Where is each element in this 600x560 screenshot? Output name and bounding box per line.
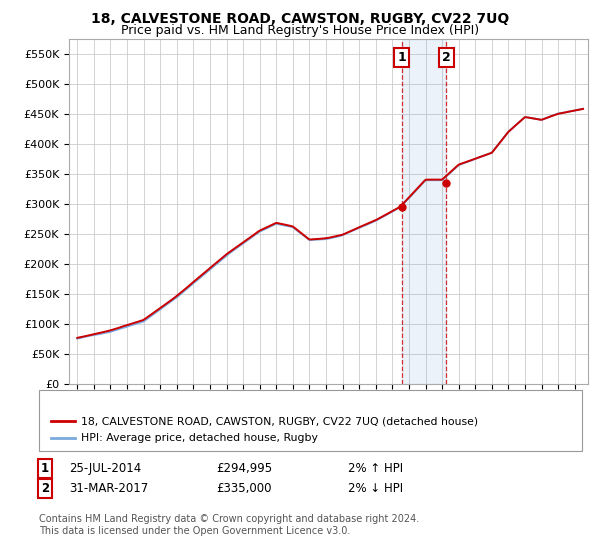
Bar bbox=[402, 39, 446, 384]
Text: 18, CALVESTONE ROAD, CAWSTON, RUGBY, CV22 7UQ: 18, CALVESTONE ROAD, CAWSTON, RUGBY, CV2… bbox=[91, 12, 509, 26]
Text: 2: 2 bbox=[41, 482, 49, 495]
Text: 2: 2 bbox=[442, 50, 451, 64]
Text: Price paid vs. HM Land Registry's House Price Index (HPI): Price paid vs. HM Land Registry's House … bbox=[121, 24, 479, 36]
Text: HPI: Average price, detached house, Rugby: HPI: Average price, detached house, Rugb… bbox=[81, 433, 318, 443]
Text: 31-MAR-2017: 31-MAR-2017 bbox=[69, 482, 148, 495]
Text: 2% ↑ HPI: 2% ↑ HPI bbox=[348, 462, 403, 475]
Text: 18, CALVESTONE ROAD, CAWSTON, RUGBY, CV22 7UQ (detached house): 18, CALVESTONE ROAD, CAWSTON, RUGBY, CV2… bbox=[81, 416, 478, 426]
Text: 2% ↓ HPI: 2% ↓ HPI bbox=[348, 482, 403, 495]
Text: 25-JUL-2014: 25-JUL-2014 bbox=[69, 462, 141, 475]
Text: £335,000: £335,000 bbox=[216, 482, 271, 495]
Text: 1: 1 bbox=[41, 462, 49, 475]
Text: 1: 1 bbox=[397, 50, 406, 64]
Text: Contains HM Land Registry data © Crown copyright and database right 2024.
This d: Contains HM Land Registry data © Crown c… bbox=[39, 514, 419, 536]
Text: £294,995: £294,995 bbox=[216, 462, 272, 475]
